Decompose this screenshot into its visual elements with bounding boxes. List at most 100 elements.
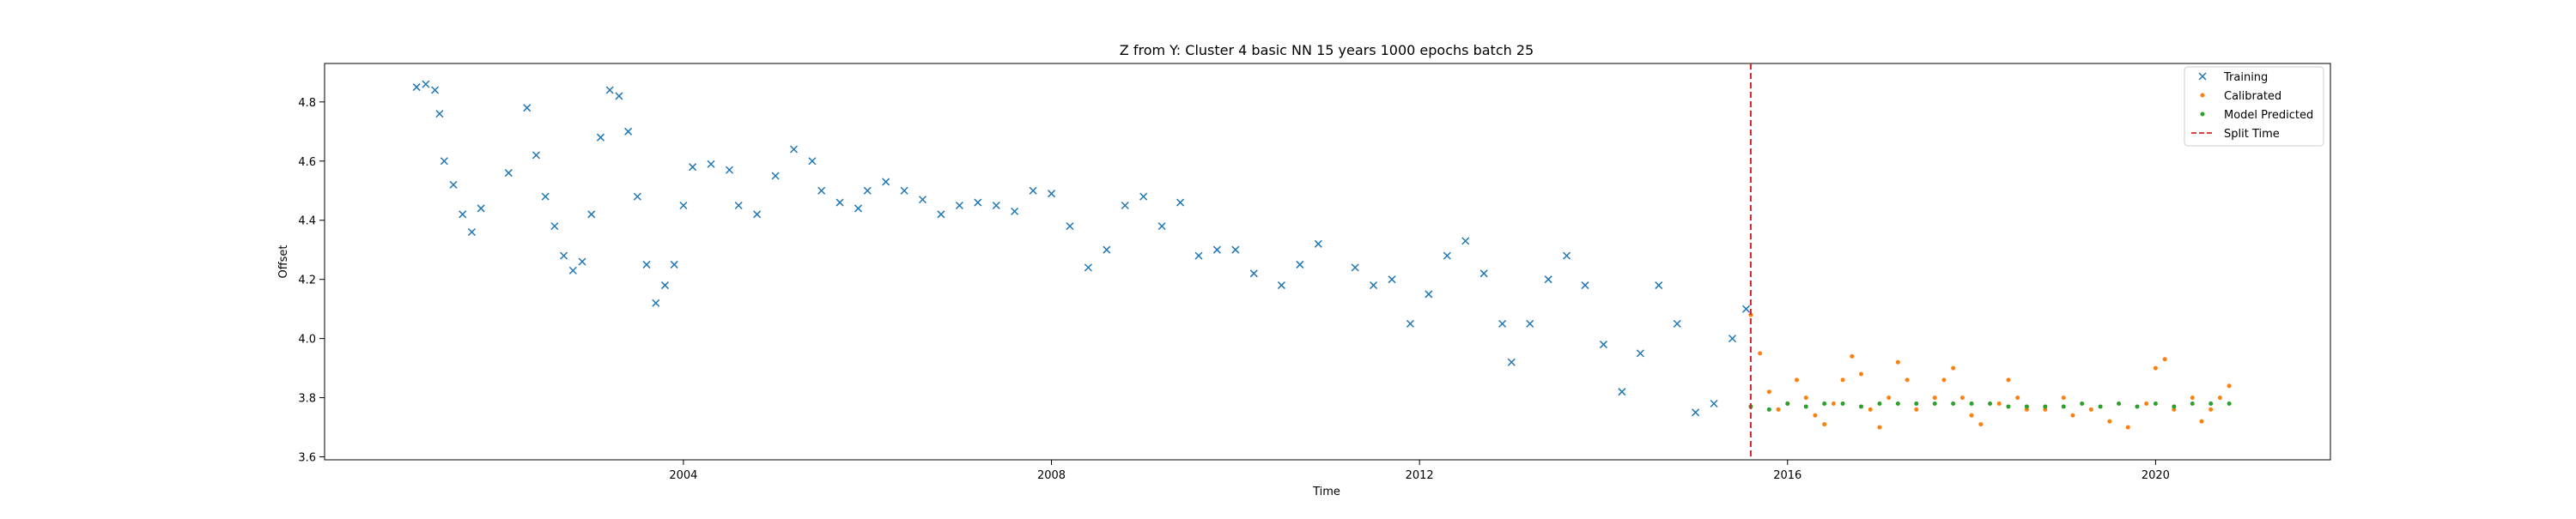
data-point-training <box>1443 251 1451 260</box>
data-point-calibrated <box>2227 383 2232 389</box>
data-point-calibrated <box>2190 395 2195 401</box>
data-point-training <box>1425 290 1433 299</box>
data-point-calibrated <box>1859 371 1864 377</box>
data-point-training <box>689 163 697 172</box>
data-point-model-predicted <box>2006 404 2011 409</box>
data-point-training <box>1351 263 1359 272</box>
legend-box <box>2184 66 2324 147</box>
data-point-model-predicted <box>2208 401 2214 406</box>
data-point-training <box>1673 319 1681 328</box>
series-calibrated <box>1748 312 2232 430</box>
data-point-training <box>753 210 762 219</box>
data-point-training <box>1710 399 1718 408</box>
data-point-training <box>1029 186 1037 195</box>
data-point-training <box>467 227 476 237</box>
data-point-training <box>725 166 734 174</box>
data-point-calibrated <box>2153 365 2158 371</box>
data-point-training <box>633 192 641 201</box>
data-point-training <box>560 251 568 260</box>
data-point-calibrated <box>2199 419 2204 424</box>
data-point-model-predicted <box>1988 401 1993 406</box>
data-point-training <box>955 201 963 210</box>
data-point-calibrated <box>2043 407 2048 412</box>
plot-area-frame <box>324 63 2331 461</box>
legend: Training Calibrated Model Predicted Spli… <box>2184 66 2324 147</box>
data-point-calibrated <box>1822 422 1827 427</box>
data-point-model-predicted <box>2153 401 2158 406</box>
data-point-model-predicted <box>1840 401 1845 406</box>
data-point-model-predicted <box>2135 404 2140 409</box>
data-point-training <box>504 169 513 178</box>
data-point-training <box>1103 245 1111 254</box>
data-point-training <box>1581 281 1589 290</box>
data-point-training <box>1544 275 1552 284</box>
data-point-model-predicted <box>2098 404 2103 409</box>
data-point-training <box>596 133 605 142</box>
data-point-training <box>605 86 614 94</box>
data-point-model-predicted <box>1877 401 1882 406</box>
data-point-model-predicted <box>2024 404 2029 409</box>
data-point-model-predicted <box>2117 401 2122 406</box>
data-point-training <box>624 127 633 136</box>
data-point-calibrated <box>2125 425 2130 430</box>
data-point-calibrated <box>1905 377 1910 383</box>
data-point-calibrated <box>1840 377 1845 383</box>
data-point-training <box>1498 319 1507 328</box>
x-axis: 2004 2008 2012 2016 2020 <box>669 460 2170 482</box>
data-point-calibrated <box>1877 425 1882 430</box>
data-point-training <box>1479 269 1488 278</box>
data-point-calibrated <box>1969 413 1974 418</box>
data-point-training <box>1066 222 1074 231</box>
data-point-training <box>707 160 715 168</box>
data-point-training <box>422 80 430 88</box>
data-point-calibrated <box>2006 377 2011 383</box>
y-tick-label: 4.4 <box>298 215 316 228</box>
y-tick-label: 3.6 <box>298 452 316 465</box>
y-tick-label: 4.0 <box>298 334 316 347</box>
data-point-training <box>1507 358 1516 366</box>
data-point-training <box>1249 269 1258 278</box>
data-point-training <box>660 281 670 290</box>
data-point-model-predicted <box>1914 401 1919 406</box>
data-point-calibrated <box>1914 407 1919 412</box>
data-point-calibrated <box>1886 395 1892 401</box>
data-point-calibrated <box>2208 407 2214 412</box>
data-point-calibrated <box>2015 395 2020 401</box>
data-point-training <box>550 222 559 231</box>
data-point-training <box>974 198 982 207</box>
series-training <box>412 80 1751 417</box>
data-point-training <box>854 204 863 213</box>
x-tick-label: 2008 <box>1037 469 1066 482</box>
data-point-training <box>477 204 485 213</box>
data-point-model-predicted <box>1951 401 1956 406</box>
series-model-predicted <box>1748 401 2232 412</box>
data-point-training <box>1563 251 1571 260</box>
data-point-training <box>1692 408 1700 417</box>
data-point-model-predicted <box>1932 401 1937 406</box>
data-point-training <box>431 86 440 94</box>
data-point-training <box>808 157 817 166</box>
data-point-calibrated <box>1941 377 1947 383</box>
chart-title: Z from Y: Cluster 4 basic NN 15 years 10… <box>1120 42 1534 58</box>
data-point-calibrated <box>1932 395 1937 401</box>
data-point-training <box>863 186 872 195</box>
data-point-calibrated <box>2024 407 2029 412</box>
data-point-calibrated <box>1951 365 1956 371</box>
x-tick-label: 2020 <box>2142 469 2170 482</box>
legend-label-model-predicted: Model Predicted <box>2224 109 2313 122</box>
data-point-training <box>1011 207 1019 215</box>
series-layer <box>412 80 2232 430</box>
data-point-calibrated <box>2070 413 2075 418</box>
data-point-training <box>1048 190 1056 198</box>
data-point-training <box>817 186 826 195</box>
data-point-calibrated <box>1850 353 1855 359</box>
legend-label-training: Training <box>2223 71 2268 84</box>
data-point-calibrated <box>2088 407 2093 412</box>
data-point-training <box>440 157 448 166</box>
data-point-training <box>1728 335 1737 343</box>
y-tick-label: 4.6 <box>298 156 316 169</box>
legend-marker-calibrated <box>2200 93 2205 98</box>
data-point-training <box>670 260 678 269</box>
data-point-training <box>1388 275 1396 284</box>
data-point-training <box>532 151 540 160</box>
